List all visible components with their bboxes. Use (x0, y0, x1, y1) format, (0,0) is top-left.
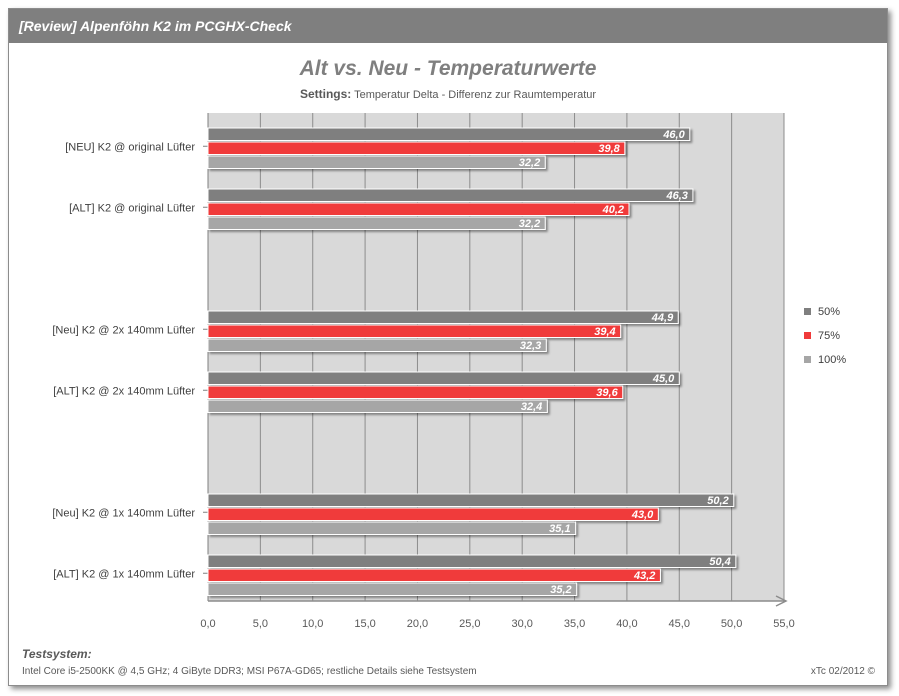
data-label: 43,0 (631, 509, 654, 521)
bar (207, 507, 659, 521)
bar (207, 554, 737, 568)
x-tick-label: 45,0 (669, 618, 690, 630)
x-tick-label: 20,0 (407, 618, 428, 630)
data-label: 50,4 (709, 556, 730, 568)
data-label: 50,2 (707, 495, 728, 507)
bar (207, 338, 547, 352)
legend-swatch (804, 356, 811, 363)
data-label: 45,0 (652, 373, 675, 385)
bar (207, 371, 680, 385)
bar (207, 399, 548, 413)
data-label: 46,3 (665, 190, 687, 202)
subtitle-text: Temperatur Delta - Differenz zur Raumtem… (351, 89, 597, 101)
category-label: [NEU] K2 @ original Lüfter (65, 141, 195, 153)
x-tick-label: 0,0 (200, 618, 215, 630)
bar (207, 521, 577, 535)
legend-swatch (804, 332, 811, 339)
x-tick-label: 10,0 (302, 618, 323, 630)
subtitle-label: Settings: (299, 87, 352, 101)
legend-swatch (804, 308, 811, 315)
x-axis-arrow (775, 595, 788, 607)
bar (207, 324, 622, 338)
category-label: [ALT] K2 @ 1x 140mm Lüfter (53, 568, 195, 580)
bar (207, 582, 578, 596)
category-label: [Neu] K2 @ 2x 140mm Lüfter (52, 324, 195, 336)
chart-frame: [Review] Alpenföhn K2 im PCGHX-Check Alt… (8, 8, 888, 686)
data-label: 32,4 (521, 401, 542, 413)
footer-details: Intel Core i5-2500KK @ 4,5 GHz; 4 GiByte… (22, 666, 477, 677)
data-label: 39,6 (596, 387, 618, 399)
data-label: 35,2 (550, 584, 571, 596)
bar (207, 385, 624, 399)
bar (207, 216, 546, 230)
x-tick-label: 25,0 (459, 618, 480, 630)
x-tick-label: 5,0 (253, 618, 268, 630)
data-label: 39,8 (598, 143, 620, 155)
footer-credit: xTc 02/2012 © (810, 666, 875, 677)
bar (207, 568, 661, 582)
bar (207, 202, 630, 216)
footer-heading: Testsystem: (22, 647, 92, 661)
header-title: [Review] Alpenföhn K2 im PCGHX-Check (19, 18, 292, 34)
data-label: 44,9 (651, 312, 674, 324)
bar (207, 127, 691, 141)
legend-label: 75% (818, 330, 840, 342)
bar (207, 188, 694, 202)
header-bar: [Review] Alpenföhn K2 im PCGHX-Check (9, 9, 887, 43)
x-tick-label: 30,0 (511, 618, 532, 630)
x-tick-label: 50,0 (721, 618, 742, 630)
chart-title: Alt vs. Neu - Temperaturwerte (299, 57, 597, 80)
data-label: 32,2 (519, 218, 540, 230)
data-label: 40,2 (602, 204, 624, 216)
data-label: 32,3 (520, 340, 541, 352)
x-tick-label: 40,0 (616, 618, 637, 630)
data-label: 39,4 (594, 326, 615, 338)
bar (207, 493, 735, 507)
category-label: [ALT] K2 @ original Lüfter (69, 202, 195, 214)
data-label: 43,2 (633, 570, 655, 582)
data-label: 35,1 (549, 523, 570, 535)
data-label: 46,0 (662, 129, 685, 141)
bar (207, 310, 679, 324)
legend-label: 50% (818, 306, 840, 318)
legend-label: 100% (818, 354, 846, 366)
data-label: 32,2 (519, 157, 540, 169)
bar (207, 141, 626, 155)
category-label: [ALT] K2 @ 2x 140mm Lüfter (53, 385, 195, 397)
x-tick-label: 55,0 (773, 618, 794, 630)
bar-chart: 0,0 5,0 10,0 15,0 20,0 25,0 30,0 35,0 40,0 45,0 50… (52, 113, 846, 630)
x-tick-label: 15,0 (354, 618, 375, 630)
category-label: [Neu] K2 @ 1x 140mm Lüfter (52, 507, 195, 519)
x-tick-label: 35,0 (564, 618, 585, 630)
chart-subtitle: Settings: Temperatur Delta - Differenz z… (9, 87, 887, 101)
bar (207, 155, 546, 169)
